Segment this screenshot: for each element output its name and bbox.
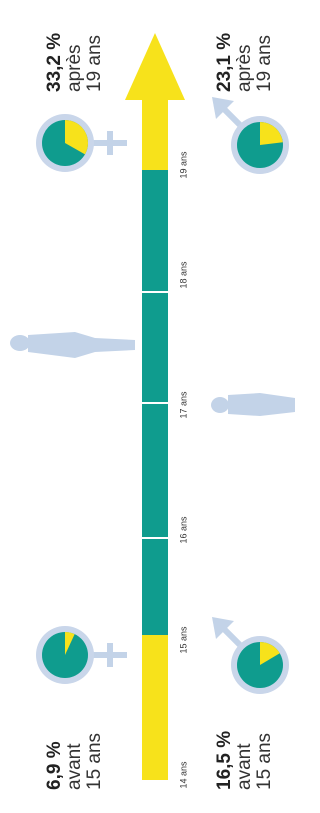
age-label-group: 16 ans — [178, 516, 188, 544]
age-label: 15 ans — [178, 626, 188, 654]
timeline-yellow — [142, 95, 168, 170]
age-label: 16 ans — [178, 516, 188, 544]
stat-line2: 19 ans — [84, 35, 105, 92]
stat-line2: 15 ans — [84, 733, 105, 790]
stat-line1: après — [64, 44, 85, 92]
age-label-group: 17 ans — [178, 391, 188, 419]
timeline-yellow — [142, 635, 168, 780]
stat-value: 23,1 % — [214, 33, 235, 92]
stat-line2: 15 ans — [254, 733, 275, 790]
page: {"stats": [ {"label": "6,9 %", "value": … — [0, 0, 320, 813]
stat-line1: avant — [234, 743, 255, 790]
age-label: 18 ans — [178, 261, 188, 289]
arrow-head — [125, 33, 185, 100]
stat-line1: avant — [64, 743, 85, 790]
stat-value: 16,5 % — [214, 731, 235, 790]
age-label-group: 18 ans — [178, 261, 188, 289]
stat-value: 6,9 % — [44, 741, 65, 790]
stat-line1: après — [234, 44, 255, 92]
stat-line2: 19 ans — [254, 35, 275, 92]
age-label-group: 19 ans — [178, 151, 188, 179]
age-label-group: 14 ans — [178, 761, 188, 789]
stat-value: 33,2 % — [44, 33, 65, 92]
age-label: 14 ans — [178, 761, 188, 789]
age-label: 17 ans — [178, 391, 188, 419]
female-silhouette — [10, 332, 135, 358]
male-silhouette — [211, 393, 295, 416]
age-label-group: 15 ans — [178, 626, 188, 654]
age-label: 19 ans — [178, 151, 188, 179]
